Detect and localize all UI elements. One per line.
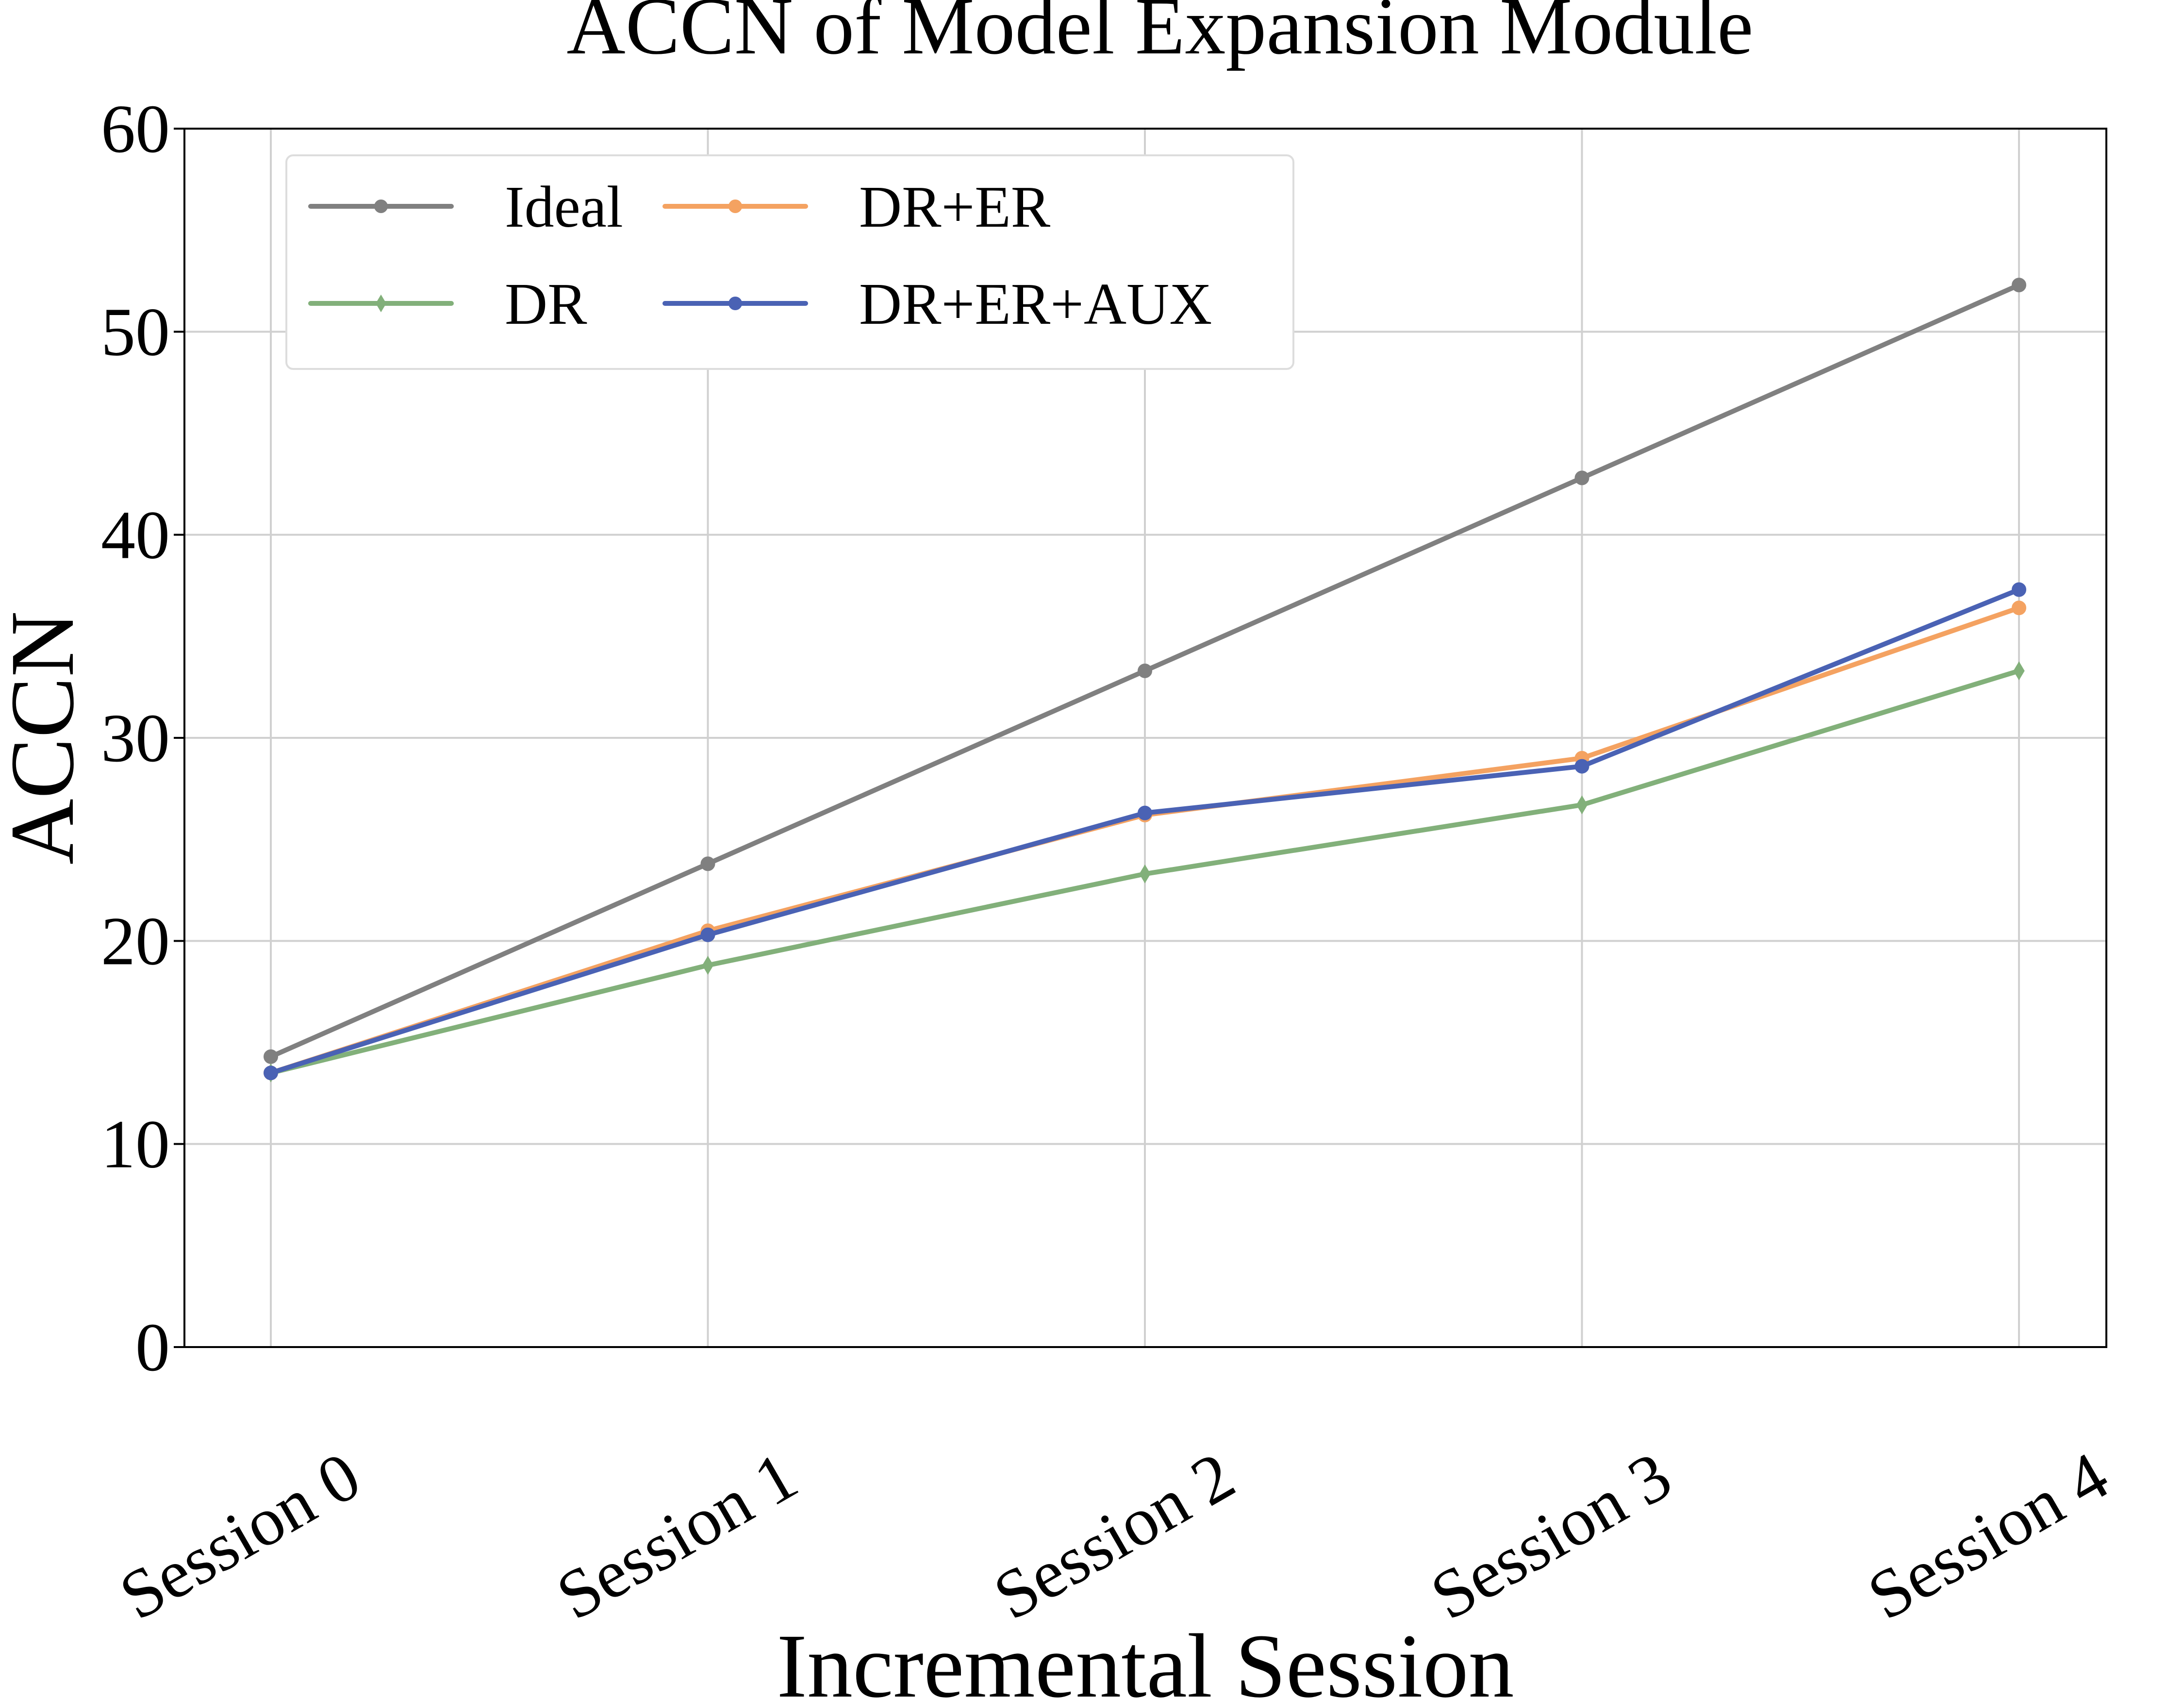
data-point: [700, 927, 715, 942]
data-point: [374, 200, 388, 213]
y-tick-label: 20: [101, 902, 170, 979]
y-tick-label: 30: [101, 700, 170, 776]
y-tick-label: 40: [101, 497, 170, 573]
legend-box: [285, 154, 1294, 370]
chart-title: ACCN of Model Expansion Module: [566, 0, 1753, 71]
data-point: [728, 200, 742, 213]
y-tick-label: 10: [101, 1106, 170, 1183]
data-point: [1576, 795, 1588, 815]
x-axis: Session 0 Session 1 Session 2 Session 3 Sess…: [107, 1437, 2120, 1634]
data-point: [700, 856, 715, 871]
series-lines: [264, 278, 2026, 1083]
x-axis-label: Incremental Session: [777, 1615, 1514, 1699]
data-point: [1574, 759, 1589, 774]
y-tick-label: 0: [135, 1309, 170, 1385]
y-axis: 0 10 20 30 40 50 60: [101, 90, 184, 1385]
x-tick-label: Session 0: [107, 1437, 372, 1634]
x-tick-label: Session 4: [1855, 1437, 2120, 1634]
y-axis-label: ACCN: [0, 611, 93, 865]
data-point: [2012, 278, 2026, 293]
data-point: [702, 956, 714, 975]
legend-label: DR+ER+AUX: [859, 271, 1212, 337]
data-point: [1138, 805, 1152, 820]
legend-label: Ideal: [505, 174, 623, 240]
y-tick-label: 50: [101, 293, 170, 370]
data-point: [2012, 582, 2026, 597]
data-point: [264, 1049, 278, 1064]
data-point: [264, 1066, 278, 1081]
legend-label: DR: [505, 271, 587, 337]
legend: Ideal DR+ER DR DR+ER+AUX: [285, 154, 1294, 370]
legend-label: DR+ER: [859, 174, 1051, 240]
data-point: [2012, 600, 2026, 616]
x-tick-label: Session 2: [981, 1437, 1246, 1634]
data-point: [1138, 663, 1152, 678]
data-point: [1574, 470, 1589, 485]
x-tick-label: Session 3: [1418, 1437, 1684, 1634]
data-point: [2013, 661, 2025, 681]
data-point: [1139, 864, 1151, 883]
data-point: [376, 294, 386, 313]
data-point: [728, 297, 742, 310]
y-tick-label: 60: [101, 90, 170, 167]
x-tick-label: Session 1: [544, 1437, 810, 1634]
